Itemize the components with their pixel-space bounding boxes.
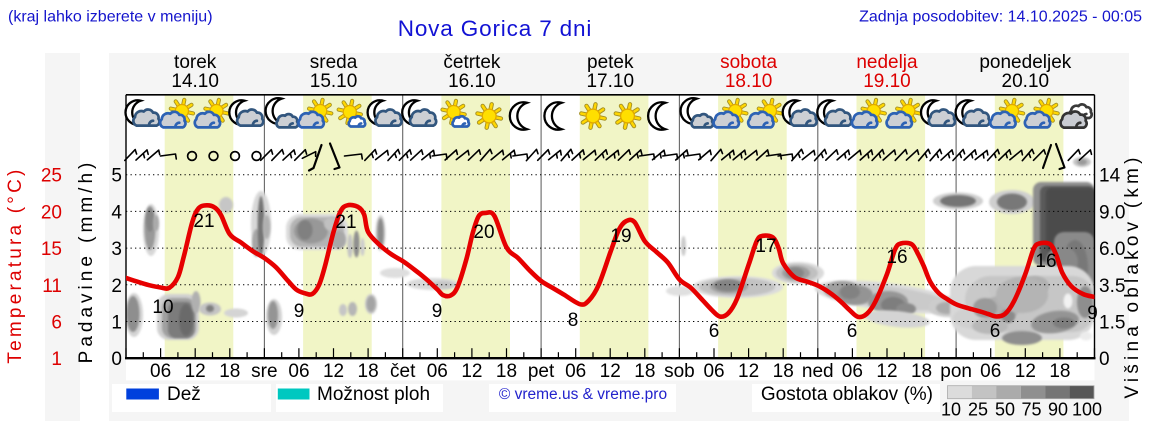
- svg-text:14.10: 14.10: [171, 71, 219, 92]
- svg-text:6: 6: [847, 321, 858, 342]
- svg-text:06: 06: [427, 361, 448, 382]
- svg-text:ponedeljek: ponedeljek: [979, 52, 1071, 73]
- svg-text:12: 12: [876, 361, 897, 382]
- svg-text:12: 12: [185, 361, 206, 382]
- svg-text:sreda: sreda: [310, 52, 358, 73]
- svg-text:pet: pet: [528, 361, 555, 382]
- svg-text:75: 75: [1021, 400, 1041, 420]
- svg-text:Zadnja posodobitev: 14.10.2025: Zadnja posodobitev: 14.10.2025 - 00:05: [859, 9, 1142, 26]
- svg-text:6: 6: [709, 321, 720, 342]
- svg-text:06: 06: [565, 361, 586, 382]
- svg-text:18.10: 18.10: [725, 71, 773, 92]
- svg-text:17.10: 17.10: [586, 71, 634, 92]
- svg-text:21: 21: [335, 212, 356, 233]
- svg-text:6: 6: [51, 313, 62, 334]
- svg-text:Nova Gorica 7 dni: Nova Gorica 7 dni: [398, 16, 593, 41]
- svg-text:petek: petek: [587, 52, 634, 73]
- svg-text:18: 18: [496, 361, 517, 382]
- svg-text:sobota: sobota: [720, 52, 777, 73]
- svg-text:06: 06: [980, 361, 1001, 382]
- svg-text:sob: sob: [664, 361, 695, 382]
- svg-text:torek: torek: [174, 52, 217, 73]
- svg-text:© vreme.us & vreme.pro: © vreme.us & vreme.pro: [499, 386, 667, 403]
- svg-text:20.10: 20.10: [1002, 71, 1050, 92]
- svg-text:14: 14: [1099, 166, 1121, 187]
- svg-text:0: 0: [1099, 349, 1110, 370]
- svg-text:20: 20: [473, 222, 494, 243]
- svg-text:8: 8: [568, 310, 579, 331]
- svg-text:0: 0: [111, 349, 122, 370]
- svg-text:6: 6: [990, 321, 1001, 342]
- svg-text:19.10: 19.10: [863, 71, 911, 92]
- svg-text:ned: ned: [802, 361, 834, 382]
- svg-text:3.5: 3.5: [1099, 276, 1125, 297]
- svg-text:50: 50: [995, 400, 1015, 420]
- svg-text:06: 06: [150, 361, 171, 382]
- svg-text:15: 15: [41, 239, 62, 260]
- svg-text:11: 11: [42, 276, 62, 297]
- svg-text:06: 06: [842, 361, 863, 382]
- svg-text:16: 16: [1035, 251, 1056, 272]
- svg-text:1: 1: [51, 349, 62, 370]
- svg-text:sre: sre: [251, 361, 277, 382]
- svg-text:Višina oblakov (km): Višina oblakov (km): [1122, 153, 1143, 398]
- svg-text:12: 12: [738, 361, 759, 382]
- svg-text:čet: čet: [390, 361, 416, 382]
- svg-text:15.10: 15.10: [310, 71, 358, 92]
- svg-text:16: 16: [886, 247, 907, 268]
- svg-text:16.10: 16.10: [448, 71, 496, 92]
- svg-text:9: 9: [1087, 303, 1098, 324]
- svg-text:12: 12: [600, 361, 621, 382]
- svg-text:9.0: 9.0: [1099, 202, 1125, 223]
- svg-text:06: 06: [288, 361, 309, 382]
- svg-text:18: 18: [358, 361, 379, 382]
- svg-text:3: 3: [111, 239, 122, 260]
- svg-text:21: 21: [193, 211, 214, 232]
- svg-text:Možnost ploh: Možnost ploh: [317, 384, 430, 405]
- svg-text:06: 06: [703, 361, 724, 382]
- svg-text:18: 18: [219, 361, 240, 382]
- svg-text:19: 19: [610, 226, 631, 247]
- svg-text:12: 12: [1015, 361, 1036, 382]
- svg-text:18: 18: [634, 361, 655, 382]
- svg-text:2: 2: [111, 276, 122, 297]
- svg-text:17: 17: [755, 236, 776, 257]
- svg-text:25: 25: [41, 166, 62, 187]
- svg-text:12: 12: [461, 361, 482, 382]
- svg-text:4: 4: [111, 202, 122, 223]
- svg-text:četrtek: četrtek: [443, 52, 501, 73]
- svg-text:nedelja: nedelja: [856, 52, 918, 73]
- svg-text:12: 12: [323, 361, 344, 382]
- svg-text:10: 10: [152, 297, 173, 318]
- svg-text:pon: pon: [940, 361, 972, 382]
- svg-text:Padavine (mm/h): Padavine (mm/h): [76, 159, 97, 364]
- svg-text:Gostota oblakov (%): Gostota oblakov (%): [761, 384, 933, 405]
- svg-text:5: 5: [111, 166, 122, 187]
- svg-text:1: 1: [111, 313, 122, 334]
- svg-text:100: 100: [1072, 400, 1102, 420]
- svg-text:Temperatura (°C): Temperatura (°C): [5, 166, 26, 363]
- svg-text:9: 9: [294, 301, 305, 322]
- svg-text:9: 9: [432, 301, 443, 322]
- svg-text:18: 18: [1049, 361, 1070, 382]
- svg-text:20: 20: [41, 202, 62, 223]
- svg-text:10: 10: [941, 400, 961, 420]
- svg-text:25: 25: [968, 400, 988, 420]
- svg-text:18: 18: [773, 361, 794, 382]
- svg-text:(kraj lahko izberete v meniju): (kraj lahko izberete v meniju): [8, 9, 213, 26]
- svg-text:Dež: Dež: [167, 384, 201, 405]
- svg-text:6.0: 6.0: [1099, 239, 1125, 260]
- svg-text:18: 18: [911, 361, 932, 382]
- svg-text:90: 90: [1048, 400, 1068, 420]
- svg-text:1.5: 1.5: [1099, 313, 1125, 334]
